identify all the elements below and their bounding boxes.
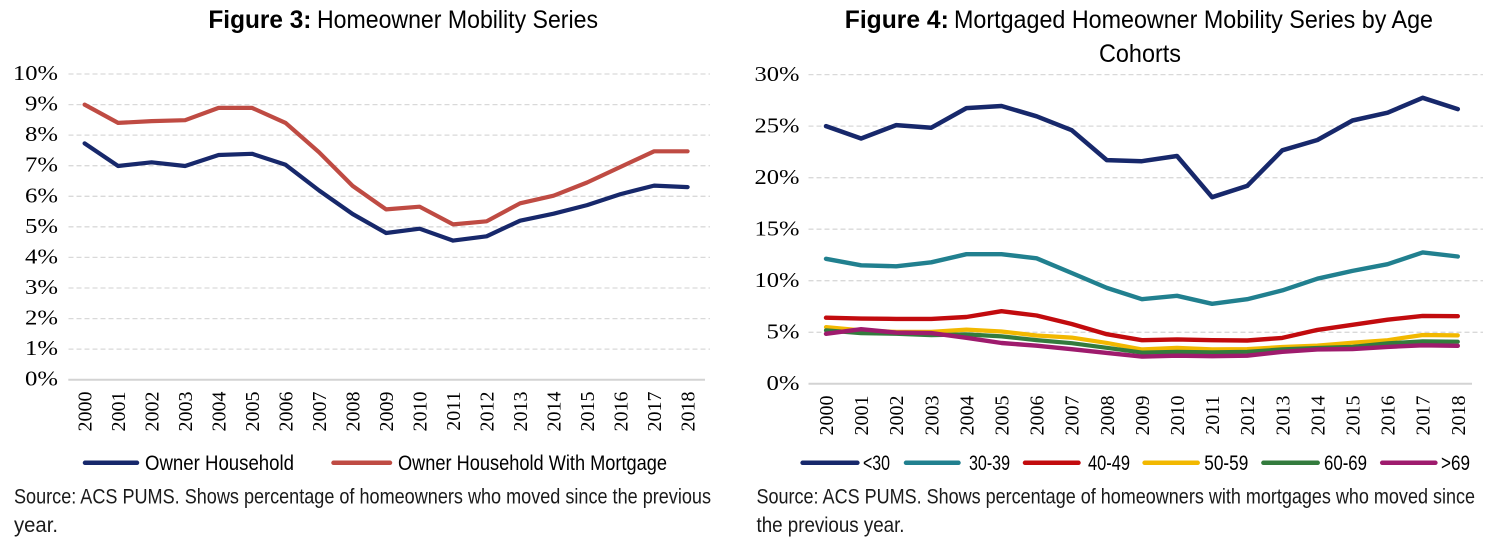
svg-text:2011: 2011 (1202, 396, 1224, 435)
svg-text:5%: 5% (767, 320, 800, 344)
svg-text:2008: 2008 (343, 392, 365, 432)
svg-text:2008: 2008 (1097, 396, 1119, 436)
svg-text:Source: ACS PUMS. Shows percen: Source: ACS PUMS. Shows percentage of ho… (14, 486, 711, 509)
svg-text:the previous year.: the previous year. (757, 514, 905, 537)
svg-text:>69: >69 (1441, 452, 1470, 475)
svg-text:2010: 2010 (410, 392, 432, 432)
svg-text:2015: 2015 (1343, 396, 1365, 436)
svg-text:2002: 2002 (886, 396, 908, 436)
svg-text:2005: 2005 (242, 392, 264, 432)
svg-text:2000: 2000 (75, 392, 97, 432)
svg-text:Mortgaged Homeowner Mobility S: Mortgaged Homeowner Mobility Series by A… (954, 6, 1433, 34)
svg-text:2006: 2006 (276, 392, 298, 432)
svg-text:40-49: 40-49 (1088, 452, 1130, 475)
svg-text:year.: year. (14, 514, 58, 537)
svg-text:0%: 0% (767, 371, 800, 395)
svg-text:2002: 2002 (142, 392, 164, 432)
svg-text:2009: 2009 (1132, 396, 1154, 436)
svg-text:1%: 1% (25, 336, 58, 360)
svg-text:2011: 2011 (443, 392, 465, 431)
svg-text:8%: 8% (25, 122, 58, 146)
svg-text:2003: 2003 (175, 392, 197, 432)
svg-text:2001: 2001 (851, 396, 873, 436)
svg-text:2007: 2007 (1062, 396, 1084, 436)
svg-text:Owner Household: Owner Household (145, 452, 294, 475)
svg-text:6%: 6% (25, 183, 58, 207)
svg-text:2012: 2012 (1237, 396, 1259, 436)
svg-text:Cohorts: Cohorts (1099, 40, 1181, 68)
svg-text:2009: 2009 (376, 392, 398, 432)
svg-text:2005: 2005 (992, 396, 1014, 436)
svg-text:20%: 20% (755, 165, 800, 189)
svg-text:2018: 2018 (1448, 396, 1470, 436)
svg-text:Owner Household With Mortgage: Owner Household With Mortgage (398, 452, 667, 475)
svg-text:2004: 2004 (956, 396, 978, 436)
svg-text:3%: 3% (25, 275, 58, 299)
svg-text:2017: 2017 (1413, 396, 1435, 436)
svg-text:9%: 9% (25, 92, 58, 116)
svg-text:Homeowner Mobility Series: Homeowner Mobility Series (317, 6, 598, 34)
svg-text:5%: 5% (25, 214, 58, 238)
svg-text:2016: 2016 (611, 392, 633, 432)
svg-text:2014: 2014 (544, 392, 566, 432)
svg-text:<30: <30 (863, 452, 890, 475)
svg-text:2006: 2006 (1027, 396, 1049, 436)
svg-text:60-69: 60-69 (1324, 452, 1367, 475)
svg-text:Figure 4:: Figure 4: (845, 6, 949, 34)
svg-text:25%: 25% (755, 113, 800, 137)
svg-text:2015: 2015 (577, 392, 599, 432)
svg-text:2%: 2% (25, 306, 58, 330)
svg-text:2013: 2013 (510, 392, 532, 432)
svg-text:2018: 2018 (678, 392, 700, 432)
svg-text:50-59: 50-59 (1204, 452, 1248, 475)
svg-text:2004: 2004 (209, 392, 231, 432)
svg-text:30%: 30% (755, 62, 800, 86)
svg-text:10%: 10% (13, 61, 58, 85)
svg-text:4%: 4% (25, 244, 58, 268)
svg-text:30-39: 30-39 (969, 452, 1010, 475)
svg-text:2014: 2014 (1307, 396, 1329, 436)
svg-text:2017: 2017 (644, 392, 666, 432)
svg-text:2007: 2007 (309, 392, 331, 432)
svg-text:Figure 3:: Figure 3: (208, 6, 311, 34)
svg-text:10%: 10% (755, 268, 800, 292)
svg-text:2000: 2000 (816, 396, 838, 436)
svg-text:2010: 2010 (1167, 396, 1189, 436)
svg-text:0%: 0% (25, 367, 58, 391)
svg-text:15%: 15% (755, 216, 800, 240)
svg-text:Source: ACS PUMS. Shows percen: Source: ACS PUMS. Shows percentage of ho… (757, 486, 1476, 509)
svg-text:2013: 2013 (1272, 396, 1294, 436)
svg-text:2001: 2001 (108, 392, 130, 432)
svg-text:2003: 2003 (921, 396, 943, 436)
svg-text:7%: 7% (25, 153, 58, 177)
svg-text:2012: 2012 (477, 392, 499, 432)
svg-text:2016: 2016 (1378, 396, 1400, 436)
